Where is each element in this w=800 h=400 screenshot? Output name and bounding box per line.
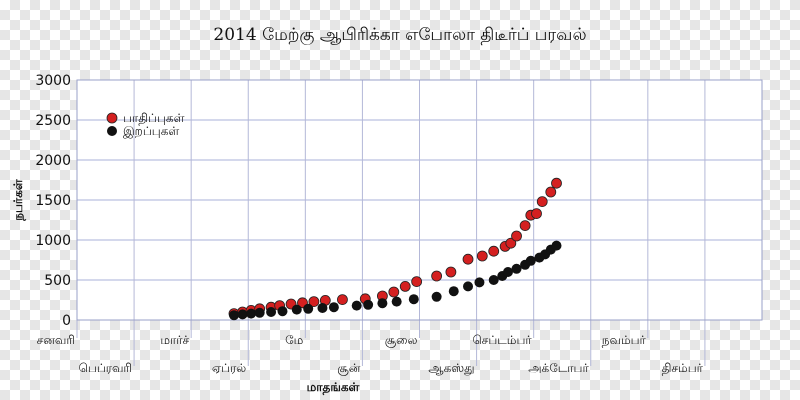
- month-labels: சனவரி பெப்ரவரி மார்ச் ஏப்ரல் மே சூன் சூலை ஆகஸ்த…: [37, 333, 704, 376]
- data-point: [445, 266, 457, 278]
- data-point: [254, 307, 265, 318]
- y-tick-label: 1500: [35, 193, 71, 209]
- y-axis-label: நபர்கள்: [11, 179, 26, 222]
- data-point: [328, 302, 339, 313]
- data-point: [488, 275, 499, 285]
- data-point: [448, 286, 459, 297]
- y-tick-label: 2500: [35, 113, 71, 129]
- data-point: [266, 307, 277, 317]
- y-tick-labels: 0 500 1000 1500 2000 2500 3000: [35, 73, 71, 329]
- data-point: [476, 250, 488, 262]
- month-label: நவம்பர்: [602, 333, 647, 347]
- data-point: [525, 255, 536, 266]
- data-point: [228, 310, 239, 321]
- data-point: [519, 220, 531, 232]
- chart-title: 2014 மேற்கு ஆபிரிக்கா எபோலா திடீர்ப் பரவ…: [213, 25, 586, 45]
- legend: பாதிப்புகள் இறப்புகள்: [106, 111, 185, 139]
- data-point: [551, 240, 562, 251]
- month-label: மார்ச்: [160, 333, 189, 347]
- data-point: [536, 196, 548, 208]
- data-point: [308, 296, 320, 308]
- data-point: [502, 267, 513, 277]
- legend-label-deaths: இறப்புகள்: [123, 124, 179, 139]
- data-point: [431, 270, 443, 282]
- month-label: ஆகஸ்து: [428, 361, 474, 376]
- data-point: [411, 276, 423, 288]
- data-point: [505, 237, 517, 249]
- month-label: ஏப்ரல்: [212, 361, 246, 375]
- data-point: [337, 294, 348, 306]
- data-point: [237, 309, 248, 320]
- data-point: [463, 281, 474, 292]
- month-label: திசம்பர்: [662, 361, 704, 375]
- x-axis-label: மாதங்கள்: [307, 380, 360, 395]
- data-point: [351, 300, 362, 311]
- legend-label-cases: பாதிப்புகள்: [123, 111, 185, 125]
- data-point: [408, 294, 419, 305]
- data-point: [511, 230, 522, 242]
- month-label: சூலை: [385, 333, 418, 348]
- data-point: [391, 296, 402, 307]
- y-tick-label: 3000: [35, 73, 71, 89]
- data-point: [531, 208, 542, 220]
- data-point: [303, 303, 314, 314]
- data-point: [462, 253, 474, 265]
- data-point: [488, 245, 500, 257]
- data-point: [511, 263, 522, 274]
- month-label: பெப்ரவரி: [79, 361, 133, 375]
- data-point: [431, 291, 442, 302]
- series-1: [228, 240, 562, 321]
- y-tick-label: 2000: [35, 153, 71, 169]
- plot-frame: [76, 79, 763, 321]
- y-tick-label: 1000: [35, 233, 71, 249]
- data-point: [291, 304, 302, 315]
- y-tick-label: 0: [62, 313, 71, 329]
- data-point: [545, 186, 557, 198]
- month-label: சனவரி: [37, 333, 75, 347]
- data-point: [388, 286, 400, 298]
- y-tick-label: 500: [44, 273, 71, 289]
- data-point: [317, 303, 328, 313]
- data-point: [474, 277, 485, 288]
- data-point: [551, 177, 562, 189]
- data-point: [277, 306, 288, 317]
- legend-marker-cases: [106, 112, 118, 124]
- data-point: [377, 298, 388, 309]
- data-point: [363, 299, 374, 310]
- data-point: [399, 280, 411, 292]
- month-label: மே: [285, 333, 303, 347]
- legend-marker-deaths: [107, 126, 117, 136]
- month-label: அக்டோபர்: [528, 361, 589, 375]
- data-point: [246, 308, 257, 319]
- month-label: செப்டம்பர்: [472, 333, 532, 347]
- month-label: சூன்: [337, 361, 360, 376]
- data-series: [228, 177, 562, 321]
